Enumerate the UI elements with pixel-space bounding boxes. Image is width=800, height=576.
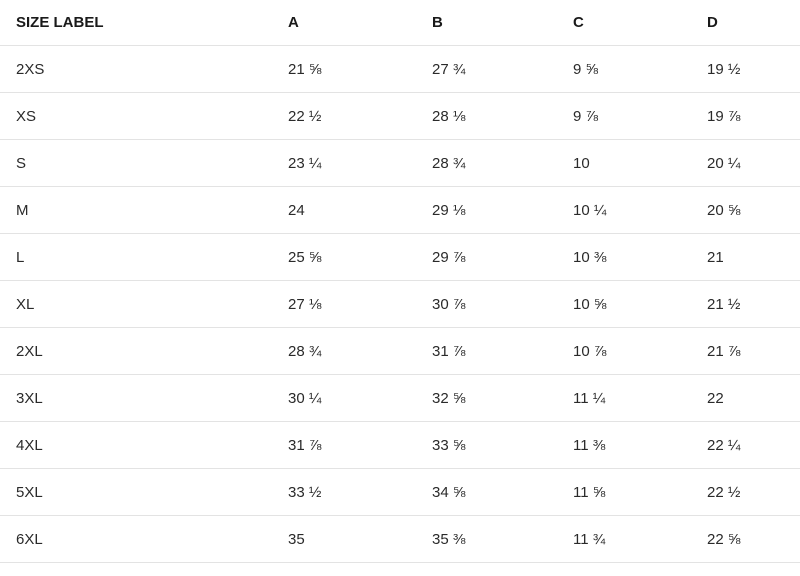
cell-size-label: 2XS [0, 45, 287, 93]
table-row: 5XL 33 ½ 34 ⅝ 11 ⅝ 22 ½ [0, 468, 800, 516]
cell-size-label: 2XL [0, 327, 287, 375]
cell-d: 19 ⅞ [706, 92, 800, 140]
cell-d: 20 ¼ [706, 139, 800, 187]
header-size-label: SIZE LABEL [0, 0, 287, 46]
cell-b: 28 ⅛ [431, 92, 572, 140]
cell-c: 11 ¾ [572, 515, 706, 563]
cell-c: 11 ¼ [572, 374, 706, 422]
cell-b: 32 ⅝ [431, 374, 572, 422]
cell-b: 30 ⅞ [431, 280, 572, 328]
cell-d: 21 ½ [706, 280, 800, 328]
cell-a: 24 [287, 186, 431, 234]
cell-c: 11 ⅝ [572, 468, 706, 516]
cell-b: 29 ⅞ [431, 233, 572, 281]
cell-a: 31 ⅞ [287, 421, 431, 469]
cell-c: 10 ⅜ [572, 233, 706, 281]
header-row: SIZE LABEL A B C D [0, 0, 800, 46]
cell-size-label: XS [0, 92, 287, 140]
table-row: 4XL 31 ⅞ 33 ⅝ 11 ⅜ 22 ¼ [0, 421, 800, 469]
header-c: C [572, 0, 706, 46]
cell-size-label: S [0, 139, 287, 187]
cell-b: 33 ⅝ [431, 421, 572, 469]
cell-c: 10 ⅝ [572, 280, 706, 328]
cell-c: 10 ⅞ [572, 327, 706, 375]
cell-a: 25 ⅝ [287, 233, 431, 281]
cell-a: 35 [287, 515, 431, 563]
cell-size-label: L [0, 233, 287, 281]
cell-a: 23 ¼ [287, 139, 431, 187]
cell-size-label: XL [0, 280, 287, 328]
cell-a: 27 ⅛ [287, 280, 431, 328]
table-header: SIZE LABEL A B C D [0, 0, 800, 46]
cell-b: 27 ¾ [431, 45, 572, 93]
cell-size-label: 6XL [0, 515, 287, 563]
cell-c: 10 [572, 139, 706, 187]
table-row: M 24 29 ⅛ 10 ¼ 20 ⅝ [0, 186, 800, 234]
cell-d: 21 ⅞ [706, 327, 800, 375]
cell-d: 22 ⅝ [706, 515, 800, 563]
cell-d: 22 ¼ [706, 421, 800, 469]
table-row: XL 27 ⅛ 30 ⅞ 10 ⅝ 21 ½ [0, 280, 800, 328]
cell-a: 22 ½ [287, 92, 431, 140]
cell-d: 19 ½ [706, 45, 800, 93]
cell-c: 11 ⅜ [572, 421, 706, 469]
table-row: 2XL 28 ¾ 31 ⅞ 10 ⅞ 21 ⅞ [0, 327, 800, 375]
table-row: L 25 ⅝ 29 ⅞ 10 ⅜ 21 [0, 233, 800, 281]
cell-c: 9 ⅝ [572, 45, 706, 93]
cell-d: 21 [706, 233, 800, 281]
cell-a: 21 ⅝ [287, 45, 431, 93]
header-d: D [706, 0, 800, 46]
cell-b: 35 ⅜ [431, 515, 572, 563]
cell-size-label: 5XL [0, 468, 287, 516]
cell-a: 28 ¾ [287, 327, 431, 375]
cell-a: 33 ½ [287, 468, 431, 516]
cell-d: 22 [706, 374, 800, 422]
cell-b: 34 ⅝ [431, 468, 572, 516]
cell-c: 10 ¼ [572, 186, 706, 234]
cell-c: 9 ⅞ [572, 92, 706, 140]
cell-size-label: 3XL [0, 374, 287, 422]
cell-size-label: 4XL [0, 421, 287, 469]
cell-b: 31 ⅞ [431, 327, 572, 375]
table-row: 6XL 35 35 ⅜ 11 ¾ 22 ⅝ [0, 515, 800, 563]
cell-size-label: M [0, 186, 287, 234]
header-b: B [431, 0, 572, 46]
cell-b: 28 ¾ [431, 139, 572, 187]
cell-a: 30 ¼ [287, 374, 431, 422]
cell-b: 29 ⅛ [431, 186, 572, 234]
table-row: S 23 ¼ 28 ¾ 10 20 ¼ [0, 139, 800, 187]
cell-d: 20 ⅝ [706, 186, 800, 234]
cell-d: 22 ½ [706, 468, 800, 516]
table-row: 3XL 30 ¼ 32 ⅝ 11 ¼ 22 [0, 374, 800, 422]
header-a: A [287, 0, 431, 46]
